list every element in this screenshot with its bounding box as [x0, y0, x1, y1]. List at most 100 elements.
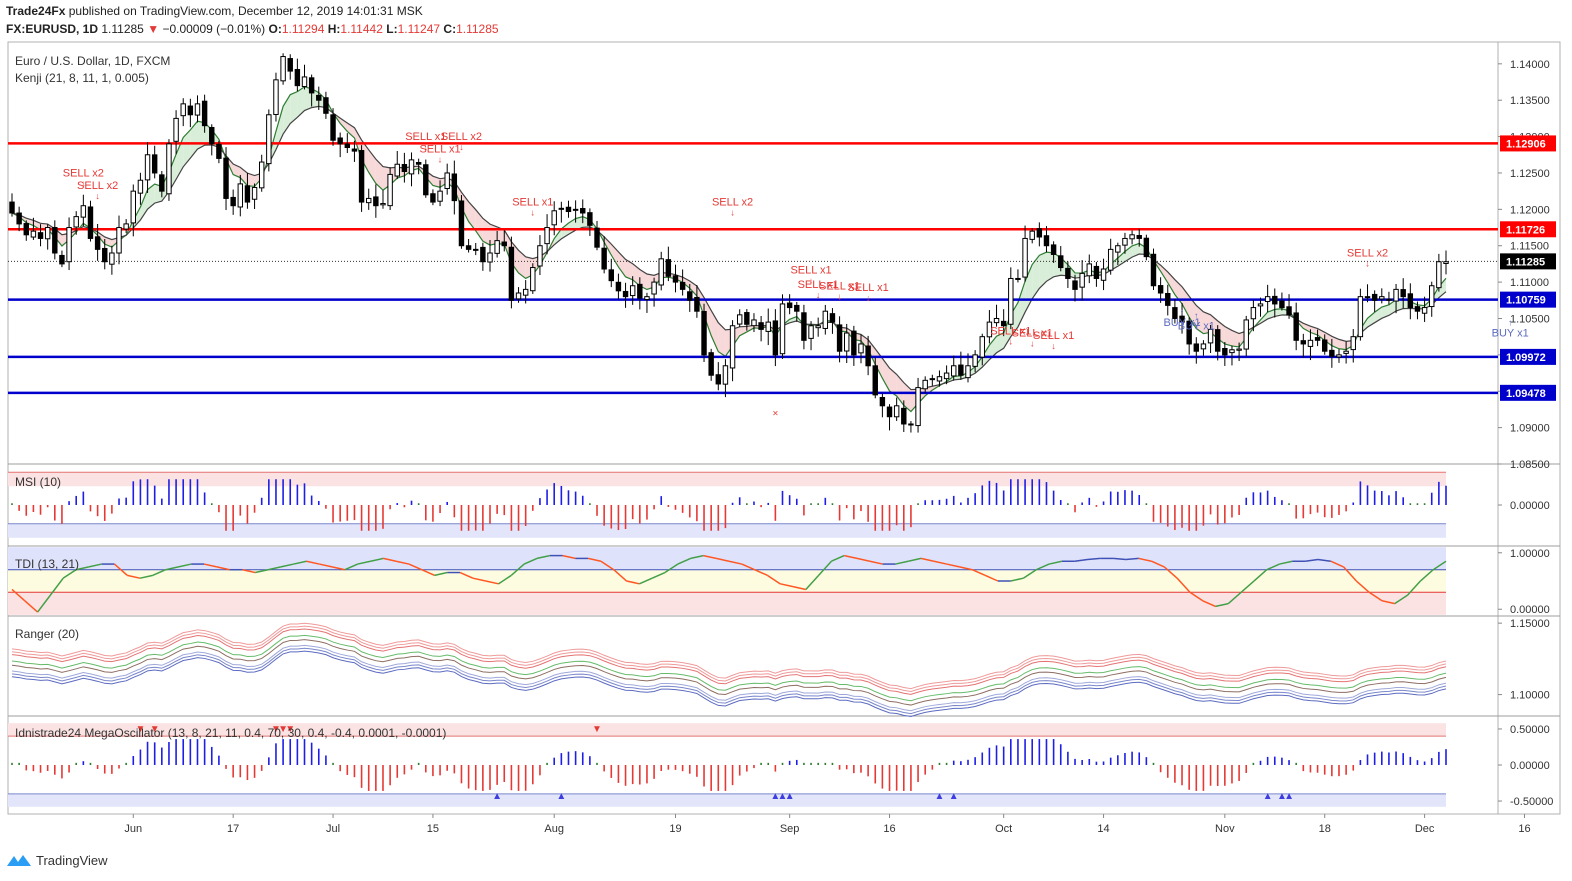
tdi-line-segment — [728, 560, 742, 565]
tdi-line-segment — [1048, 560, 1063, 565]
tradingview-footer[interactable]: TradingView — [6, 850, 108, 870]
tdi-line-segment — [1035, 563, 1050, 571]
candle — [1257, 303, 1264, 307]
chart-border — [7, 41, 1561, 815]
sell-arrow-icon: ↓ — [866, 293, 871, 303]
candle — [1036, 228, 1043, 238]
last-price-label: 1.11285 — [1506, 256, 1545, 268]
candle — [194, 103, 201, 116]
candle — [1279, 300, 1285, 309]
ranger-pane[interactable] — [11, 622, 1447, 717]
msi-pane[interactable] — [8, 471, 1447, 538]
candle — [1022, 237, 1028, 278]
kenji-cloud-segment — [432, 176, 441, 188]
candle — [530, 267, 536, 292]
kenji-cloud-segment — [1338, 339, 1347, 350]
candle — [494, 240, 500, 254]
down-triangle-icon: ▼ — [285, 724, 295, 735]
sell-arrow-icon: ↓ — [459, 142, 464, 152]
candle — [258, 161, 265, 189]
kenji-cloud-segment — [1331, 336, 1339, 349]
tdi-line-segment — [306, 560, 320, 565]
candle — [893, 405, 900, 418]
candle — [522, 288, 529, 296]
candle — [451, 173, 458, 202]
sell-arrow-icon: ↓ — [816, 290, 821, 300]
tdi-line-segment — [1163, 566, 1178, 579]
price-axis[interactable]: 1.140001.135001.130001.125001.120001.115… — [1498, 59, 1556, 808]
tdi-pane[interactable] — [8, 547, 1447, 615]
kenji-cloud-segment — [625, 259, 633, 280]
ranger-band-line — [11, 622, 1447, 690]
kenji-cloud-segment — [1224, 326, 1232, 346]
level-price-tag — [1500, 291, 1556, 308]
ranger-band-line — [11, 625, 1447, 692]
sell-arrow-icon: ↓ — [1051, 341, 1056, 351]
sell-signal-label: SELL x1 — [405, 131, 446, 143]
candle — [1172, 307, 1178, 319]
tdi-line-segment — [523, 557, 538, 565]
candle — [936, 376, 943, 382]
ranger-band-line — [11, 650, 1447, 717]
candle — [273, 79, 279, 115]
candle — [287, 58, 293, 72]
symbol-label: FX:EURUSD, 1D — [6, 22, 99, 36]
candle — [1357, 296, 1364, 338]
candle — [1314, 337, 1321, 341]
sell-signal-label: SELL x1 — [1033, 330, 1074, 342]
candle — [1400, 289, 1406, 298]
tdi-line-segment — [319, 563, 333, 568]
candle — [1250, 307, 1257, 320]
sell-arrow-icon: ↓ — [1365, 259, 1370, 269]
tdi-line-segment — [331, 566, 346, 571]
candle — [765, 321, 771, 332]
candle — [958, 364, 964, 376]
candle — [779, 303, 786, 355]
candle — [1307, 339, 1314, 347]
kenji-cloud-segment — [1231, 330, 1240, 347]
kenji-cloud-segment — [604, 236, 612, 256]
candle — [872, 365, 878, 396]
candle — [879, 396, 886, 407]
tdi-line-segment — [49, 577, 64, 596]
candle — [130, 190, 136, 224]
megaoscillator-pane[interactable]: ▼ ▼ ▼▼▼ ▼▲ ▲ ▲▲▲ ▲ ▲ ▲ ▲▲ — [8, 723, 1447, 807]
time-tick-label: 18 — [1319, 823, 1331, 835]
candle — [979, 336, 985, 358]
chart-canvas[interactable]: SELL x2↓SELL x2↓SELL x1↓SELL x2↓SELL x1↓… — [0, 0, 1572, 846]
sell-arrow-icon: ↓ — [730, 208, 735, 218]
axis-tick-label: 1.11500 — [1510, 241, 1549, 253]
ranger-band-line — [11, 639, 1447, 706]
tdi-line-segment — [434, 571, 448, 577]
kenji-cloud-segment — [233, 164, 241, 178]
kenji-cloud-segment — [290, 91, 298, 124]
price-pane[interactable]: SELL x2↓SELL x2↓SELL x1↓SELL x2↓SELL x1↓… — [8, 53, 1529, 433]
time-tick-label: 16 — [883, 823, 895, 835]
kenji-cloud-segment — [1274, 308, 1282, 317]
candle — [587, 212, 593, 226]
tdi-line-segment — [664, 563, 679, 574]
kenji-cloud-segment — [275, 106, 284, 150]
candle — [772, 320, 779, 356]
price-change: −0.00009 (−0.01%) — [162, 22, 266, 36]
sell-signal-label: SELL x2 — [441, 131, 482, 143]
low-label: L: — [386, 22, 398, 36]
kenji-cloud-segment — [554, 228, 562, 245]
tdi-line-segment — [1189, 591, 1204, 602]
candle — [1107, 248, 1114, 271]
candle — [1300, 340, 1307, 345]
sell-arrow-icon: ↓ — [809, 275, 814, 285]
candle — [351, 148, 358, 152]
candle — [687, 291, 693, 301]
candle — [465, 245, 472, 250]
time-axis[interactable]: Jun 17 Jul 15 Aug 19 Sep 16 Oct 14 Nov 18 Dec 16 — [124, 814, 1531, 835]
candle — [1193, 343, 1200, 352]
tdi-line-segment — [895, 560, 909, 565]
candle — [1329, 349, 1335, 357]
candle — [209, 126, 215, 145]
tdi-line-segment — [920, 557, 935, 562]
candle — [1264, 296, 1271, 303]
candle — [430, 193, 436, 203]
candle — [865, 345, 871, 367]
candle — [1065, 267, 1071, 279]
